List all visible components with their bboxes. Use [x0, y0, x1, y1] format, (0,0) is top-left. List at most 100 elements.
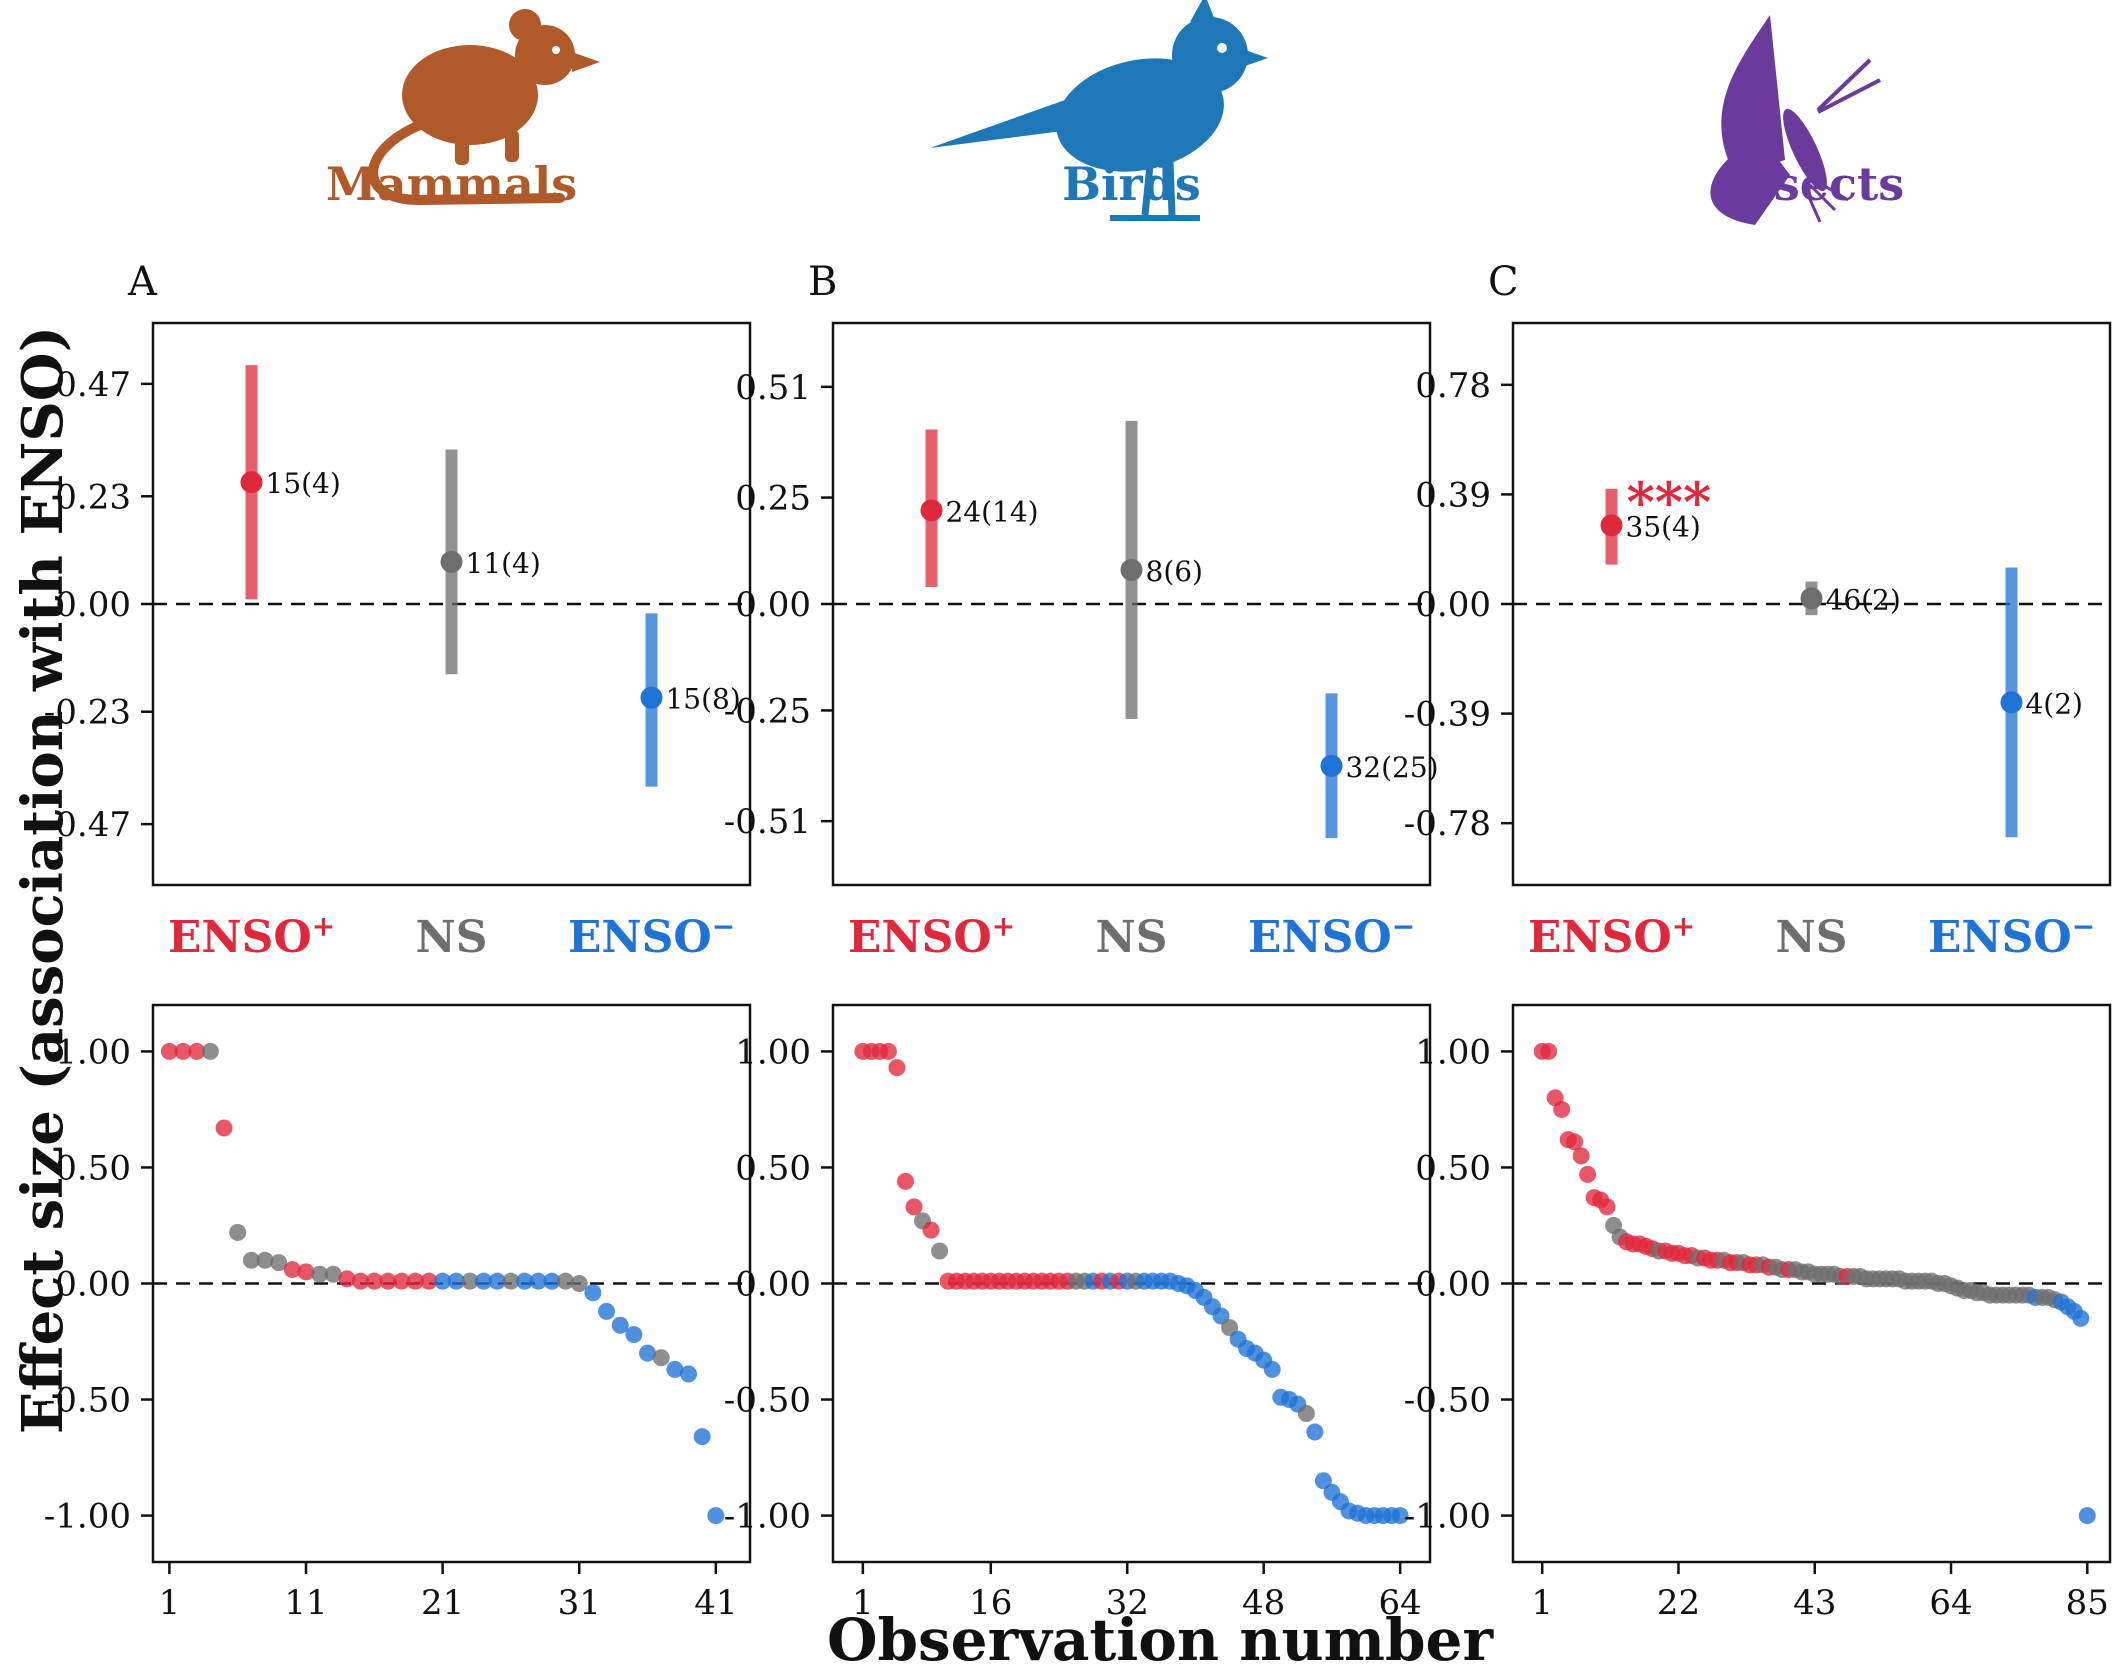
category-label-0: ENSO+ [848, 910, 1015, 963]
x-axis-label: Observation number [827, 1606, 1495, 1674]
butterfly-body-shape [1783, 108, 1827, 192]
observation-point [639, 1344, 657, 1362]
observation-point [174, 1042, 192, 1060]
observation-point [1572, 1147, 1590, 1165]
y-tick-label: 0.00 [735, 585, 811, 625]
panel-a: Mammals A 0.47 0.23 0.00 -0.23 -0.47 15(4) 11(4)… [44, 9, 752, 1623]
y-tick-label: 0.23 [55, 477, 131, 517]
y-tick-label: 1.00 [55, 1032, 131, 1072]
y-tick-label: -0.50 [724, 1381, 811, 1421]
observation-point [338, 1270, 356, 1288]
observation-point [434, 1272, 452, 1290]
sample-size-label: 4(2) [2025, 687, 2082, 720]
y-tick-label: 0.39 [1415, 475, 1491, 515]
y-tick-label: -0.23 [44, 693, 131, 733]
observation-point [1391, 1507, 1409, 1525]
y-tick-label: 0.25 [735, 479, 811, 519]
bird-head-shape [1172, 17, 1248, 93]
observation-point [297, 1263, 315, 1281]
observations-plot: 1.00 0.50 0.00 -0.50 -1.00 1 16 32 48 64 [724, 1003, 1432, 1623]
y-tick-label: -0.50 [44, 1381, 131, 1421]
observation-point [625, 1326, 643, 1344]
observation-point [611, 1316, 629, 1334]
observation-point [598, 1302, 616, 1320]
observation-point [570, 1275, 588, 1292]
y-tick-label: -0.47 [44, 805, 131, 845]
observation-point [543, 1272, 561, 1290]
observations-plot: 1.00 0.50 0.00 -0.50 -1.00 1 22 43 64 85 [1404, 1003, 2112, 1623]
sample-size-label: 24(14) [946, 495, 1039, 528]
category-superscript: − [1392, 910, 1415, 943]
observation-point [502, 1272, 520, 1290]
x-tick-label: 11 [284, 1583, 327, 1623]
panel-c: Insects C 0.78 0.39 0.00 -0.39 -0.78 35(4) 46(2)… [1404, 15, 2112, 1623]
observation-point [584, 1284, 602, 1302]
summary-plot: 0.51 0.25 0.00 -0.25 -0.51 24(14) 8(6) 32(25) EN… [724, 321, 1439, 963]
y-tick-label: -0.25 [724, 691, 811, 731]
mean-point-2 [2000, 691, 2023, 714]
observation-point [931, 1242, 949, 1260]
x-tick-label: 1 [159, 1583, 181, 1623]
mouse-body-shape [402, 45, 538, 145]
observation-point [201, 1042, 219, 1060]
y-tick-label: 0.00 [55, 1265, 131, 1305]
x-tick-label: 1 [852, 1583, 874, 1623]
y-tick-label: -1.00 [724, 1497, 811, 1537]
x-tick-label: 31 [558, 1583, 601, 1623]
y-tick-label: -1.00 [44, 1497, 131, 1537]
x-tick-label: 41 [694, 1583, 737, 1623]
x-tick-label: 85 [2066, 1583, 2109, 1623]
observation-point [365, 1272, 383, 1290]
observation-point [2072, 1309, 2090, 1327]
observation-point [1212, 1307, 1230, 1325]
y-tick-label: 0.50 [735, 1148, 811, 1188]
y-tick-label: 0.00 [1415, 1265, 1491, 1305]
y-tick-label: 0.50 [55, 1148, 131, 1188]
x-tick-label: 48 [1242, 1583, 1285, 1623]
y-tick-label: 0.78 [1415, 366, 1491, 406]
observation-point [379, 1272, 397, 1290]
observation-point [1579, 1165, 1597, 1183]
category-superscript: − [2072, 910, 2095, 943]
mouse-leg-shape [455, 135, 469, 165]
category-superscript: + [1672, 910, 1695, 943]
category-superscript: − [712, 910, 735, 943]
y-tick-label: -1.00 [1404, 1497, 1491, 1537]
observation-point [447, 1272, 465, 1290]
panel-letter: B [808, 259, 837, 305]
observation-point [896, 1172, 914, 1190]
observation-point [188, 1042, 206, 1060]
sample-size-label: 15(4) [266, 467, 341, 500]
observation-point [666, 1360, 684, 1378]
taxon-label: Mammals [326, 157, 577, 211]
observation-point [242, 1251, 260, 1269]
observations-plot: 1.000.500.00-0.50-1.001 11 21 31 41 [44, 1003, 752, 1623]
observation-point [1553, 1100, 1571, 1118]
x-tick-label: 22 [1657, 1583, 1700, 1623]
observation-point [888, 1059, 906, 1077]
y-tick-label: 0.00 [1415, 585, 1491, 625]
taxon-label: Insects [1719, 157, 1904, 211]
mean-point-1 [440, 550, 463, 573]
observation-point [2078, 1507, 2096, 1525]
mean-point-0 [920, 499, 943, 522]
y-tick-label: -0.78 [1404, 804, 1491, 844]
observation-point [160, 1042, 178, 1060]
mean-point-0 [240, 471, 263, 494]
x-tick-label: 16 [969, 1583, 1012, 1623]
x-tick-label: 64 [1379, 1583, 1422, 1623]
observation-point [922, 1221, 940, 1239]
sample-size-label: 35(4) [1626, 510, 1701, 543]
mean-point-2 [1320, 754, 1343, 777]
y-tick-label: 0.00 [55, 585, 131, 625]
mean-point-1 [1120, 558, 1143, 581]
bird-beak-shape [1245, 50, 1268, 66]
x-tick-label: 1 [1531, 1583, 1553, 1623]
sample-size-label: 32(25) [1345, 751, 1438, 784]
y-tick-label: -0.39 [1404, 695, 1491, 735]
mouse-snout-shape [572, 52, 600, 72]
category-label-2: ENSO− [568, 910, 735, 963]
sample-size-label: 11(4) [466, 547, 541, 580]
observation-point [557, 1272, 575, 1290]
